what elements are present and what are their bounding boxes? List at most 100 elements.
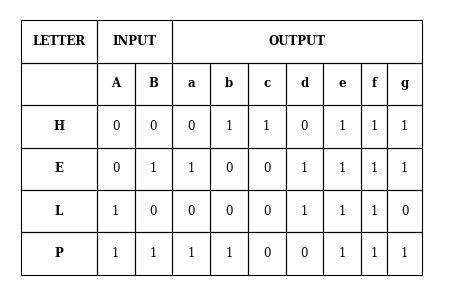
Text: 1: 1 [401, 162, 408, 175]
Text: 1: 1 [338, 162, 346, 175]
Text: 1: 1 [401, 247, 408, 260]
Bar [361, 232, 387, 275]
Bar [97, 148, 135, 190]
Text: 0: 0 [225, 205, 233, 218]
Bar [135, 148, 172, 190]
Bar [387, 190, 422, 232]
Text: 1: 1 [371, 205, 378, 218]
Bar [21, 105, 97, 148]
Text: 0: 0 [150, 120, 157, 133]
Bar [248, 105, 286, 148]
Text: 1: 1 [371, 247, 378, 260]
Bar [172, 63, 210, 105]
Bar [172, 148, 210, 190]
Bar [210, 148, 248, 190]
Text: 0: 0 [187, 120, 195, 133]
Text: e: e [338, 77, 346, 90]
Bar [97, 63, 135, 105]
Bar [210, 190, 248, 232]
Bar [97, 190, 135, 232]
Bar [286, 148, 323, 190]
Text: g: g [401, 77, 409, 90]
Bar [286, 63, 323, 105]
Text: 1: 1 [150, 162, 157, 175]
Text: P: P [55, 247, 63, 260]
Text: 1: 1 [112, 247, 119, 260]
Bar [323, 148, 361, 190]
Text: 1: 1 [301, 162, 308, 175]
Text: c: c [263, 77, 270, 90]
Bar [97, 232, 135, 275]
Text: 0: 0 [263, 247, 270, 260]
Text: 1: 1 [401, 120, 408, 133]
Bar [286, 105, 323, 148]
Text: 0: 0 [112, 120, 119, 133]
Bar [210, 63, 248, 105]
Bar [135, 232, 172, 275]
Text: B: B [149, 77, 158, 90]
Bar [361, 105, 387, 148]
Bar [323, 190, 361, 232]
Bar [286, 232, 323, 275]
Bar [387, 232, 422, 275]
Bar [135, 105, 172, 148]
Text: 1: 1 [187, 247, 195, 260]
Bar [172, 105, 210, 148]
Bar [210, 232, 248, 275]
Text: 1: 1 [338, 247, 346, 260]
Text: 0: 0 [150, 205, 157, 218]
Text: 1: 1 [371, 162, 378, 175]
Text: 1: 1 [338, 205, 346, 218]
Text: 1: 1 [225, 120, 233, 133]
Text: H: H [53, 120, 65, 133]
Text: 1: 1 [225, 247, 233, 260]
Bar [210, 105, 248, 148]
Bar [323, 232, 361, 275]
Text: OUTPUT: OUTPUT [269, 35, 326, 48]
Bar [387, 148, 422, 190]
Text: b: b [225, 77, 233, 90]
Bar [21, 190, 97, 232]
Text: E: E [54, 162, 64, 175]
Bar [172, 190, 210, 232]
Text: 0: 0 [187, 205, 195, 218]
Text: 1: 1 [301, 205, 308, 218]
Text: A: A [111, 77, 120, 90]
Bar [21, 232, 97, 275]
Text: 1: 1 [150, 247, 157, 260]
Bar [97, 105, 135, 148]
Bar [21, 63, 97, 105]
Bar [323, 63, 361, 105]
Bar [97, 20, 172, 63]
Bar [387, 105, 422, 148]
Bar [248, 63, 286, 105]
Bar [361, 148, 387, 190]
Bar [248, 232, 286, 275]
Text: 0: 0 [225, 162, 233, 175]
Text: a: a [187, 77, 195, 90]
Bar [361, 63, 387, 105]
Bar [323, 105, 361, 148]
Text: 0: 0 [112, 162, 119, 175]
Bar [135, 190, 172, 232]
Bar [172, 20, 422, 63]
Text: L: L [55, 205, 63, 218]
Text: 1: 1 [112, 205, 119, 218]
Text: INPUT: INPUT [112, 35, 157, 48]
Text: 0: 0 [301, 120, 308, 133]
Text: 1: 1 [338, 120, 346, 133]
Bar [387, 63, 422, 105]
Bar [361, 190, 387, 232]
Text: f: f [371, 77, 377, 90]
Text: 0: 0 [401, 205, 408, 218]
Bar [21, 148, 97, 190]
Text: 1: 1 [371, 120, 378, 133]
Text: 0: 0 [263, 205, 270, 218]
Bar [248, 148, 286, 190]
Text: 0: 0 [301, 247, 308, 260]
Text: 0: 0 [263, 162, 270, 175]
Text: 1: 1 [187, 162, 195, 175]
Bar [172, 232, 210, 275]
Bar [21, 20, 97, 63]
Bar [248, 190, 286, 232]
